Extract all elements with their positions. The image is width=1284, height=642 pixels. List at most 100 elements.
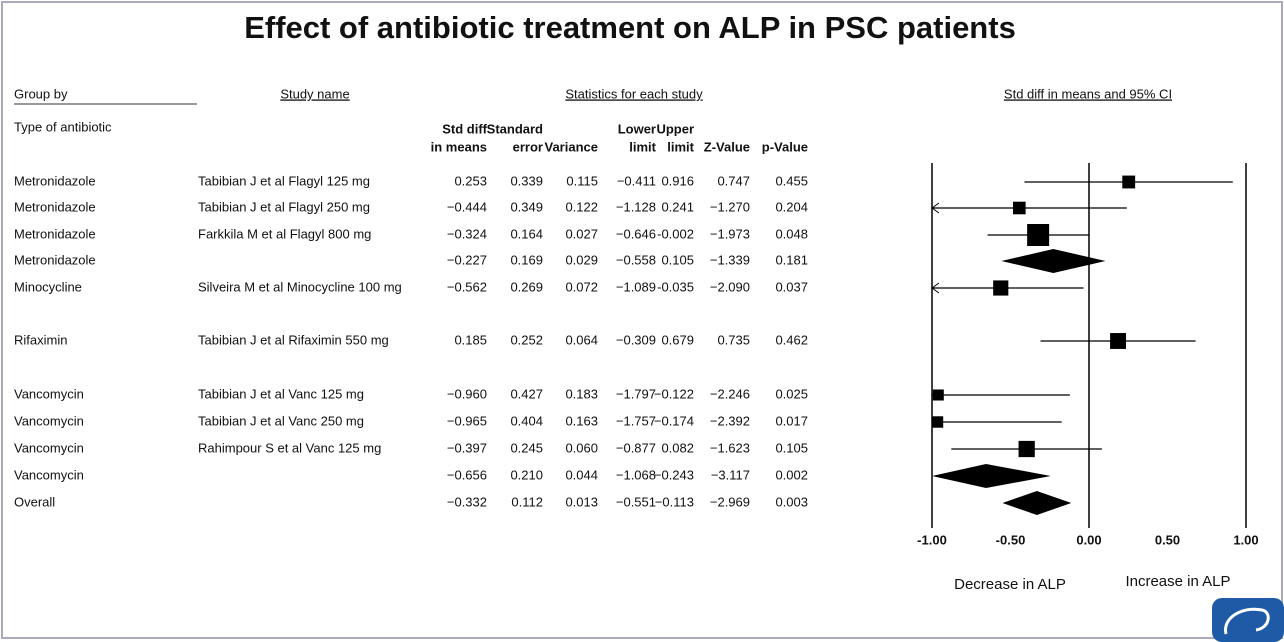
cell: 0.044 — [565, 467, 598, 482]
cell: 0.112 — [511, 494, 543, 509]
cell: 0.241 — [661, 199, 694, 214]
cell: 0.064 — [565, 332, 598, 347]
cell: −0.243 — [654, 467, 694, 482]
x-label-right: Increase in ALP — [1125, 573, 1230, 590]
cell: 0.181 — [775, 252, 808, 267]
cell: −1.757 — [616, 413, 656, 428]
cell: −2.392 — [710, 413, 750, 428]
group-name: Metronidazole — [14, 173, 96, 188]
column-header: Lower — [618, 121, 656, 136]
cell: −1.339 — [710, 252, 750, 267]
cell: 0.245 — [510, 440, 543, 455]
point-estimate — [931, 416, 944, 428]
group-name: Vancomycin — [14, 386, 84, 401]
cell: 0.427 — [510, 386, 543, 401]
summary-diamond — [1002, 491, 1072, 515]
cell: −2.969 — [710, 494, 750, 509]
cell: 0.048 — [775, 226, 808, 241]
point-estimate — [932, 389, 944, 401]
study-name: Tabibian J et al Vanc 250 mg — [198, 413, 364, 428]
cell: 0.122 — [565, 199, 598, 214]
cell: 0.003 — [775, 494, 808, 509]
point-estimate — [1027, 224, 1050, 246]
cell: −0.113 — [655, 494, 694, 509]
cell: -0.035 — [657, 279, 694, 294]
x-tick-label: 0.50 — [1155, 532, 1180, 547]
cell: −0.558 — [616, 252, 656, 267]
group-name: Minocycline — [14, 279, 82, 294]
point-estimate — [993, 280, 1009, 296]
point-estimate — [1110, 333, 1126, 349]
cell: 0.037 — [775, 279, 808, 294]
point-estimate — [1122, 175, 1136, 189]
cell: -0.002 — [657, 226, 694, 241]
cell: −0.960 — [447, 386, 487, 401]
group-name: Rifaximin — [14, 332, 67, 347]
study-name: Tabibian J et al Vanc 125 mg — [198, 386, 364, 401]
study-name: Tabibian J et al Rifaximin 550 mg — [198, 332, 389, 347]
x-label-left: Decrease in ALP — [954, 576, 1066, 593]
cell: 0.253 — [454, 173, 487, 188]
chart-title: Effect of antibiotic treatment on ALP in… — [244, 10, 1016, 45]
cell: −0.397 — [447, 440, 487, 455]
cell: 0.013 — [565, 494, 598, 509]
cell: −0.227 — [447, 252, 487, 267]
cell: −0.877 — [616, 440, 656, 455]
study-name: Farkkila M et al Flagyl 800 mg — [198, 226, 371, 241]
study-name: Tabibian J et al Flagyl 250 mg — [198, 199, 370, 214]
study-name: Tabibian J et al Flagyl 125 mg — [198, 173, 370, 188]
cell: −0.562 — [447, 279, 487, 294]
cell: 0.252 — [510, 332, 543, 347]
cell: −3.117 — [711, 467, 750, 482]
cell: −0.174 — [654, 413, 694, 428]
column-header: limit — [629, 139, 656, 154]
cell: −1.089 — [616, 279, 656, 294]
study-name-header: Study name — [280, 86, 349, 101]
column-header: in means — [431, 139, 487, 154]
column-header: Variance — [545, 139, 599, 154]
cell: −1.270 — [710, 199, 750, 214]
cell: 0.002 — [775, 467, 808, 482]
cell: 0.017 — [775, 413, 808, 428]
cell: 0.747 — [717, 173, 750, 188]
ci-arrow — [931, 282, 940, 294]
cell: −1.068 — [616, 467, 656, 482]
cell: 0.735 — [717, 332, 750, 347]
cell: 0.105 — [661, 252, 694, 267]
type-label: Type of antibiotic — [14, 119, 112, 134]
cell: 0.679 — [661, 332, 694, 347]
column-header: p-Value — [762, 139, 808, 154]
x-tick-label: -1.00 — [917, 532, 947, 547]
cell: 0.060 — [565, 440, 598, 455]
column-header: Std diff — [442, 121, 487, 136]
cell: 0.349 — [510, 199, 543, 214]
cell: −0.965 — [447, 413, 487, 428]
group-name: Vancomycin — [14, 413, 84, 428]
x-tick-label: 0.00 — [1076, 532, 1101, 547]
cell: −1.623 — [710, 440, 750, 455]
group-by-header: Group by — [14, 86, 68, 101]
cell: 0.462 — [775, 332, 808, 347]
cell: −0.444 — [447, 199, 487, 214]
group-name: Metronidazole — [14, 252, 96, 267]
cell: −1.128 — [616, 199, 656, 214]
cell: 0.164 — [510, 226, 543, 241]
logo — [1212, 598, 1284, 642]
cell: −2.090 — [710, 279, 750, 294]
column-header: Standard — [487, 121, 543, 136]
column-header: error — [513, 139, 543, 154]
cell: 0.210 — [510, 467, 543, 482]
column-header: Upper — [656, 121, 694, 136]
cell: 0.082 — [661, 440, 694, 455]
column-header: limit — [667, 139, 694, 154]
cell: 0.916 — [661, 173, 694, 188]
cell: 0.115 — [566, 173, 598, 188]
cell: 0.027 — [565, 226, 598, 241]
cell: −1.797 — [616, 386, 656, 401]
group-name: Vancomycin — [14, 467, 84, 482]
x-tick-label: 1.00 — [1233, 532, 1258, 547]
cell: 0.163 — [565, 413, 598, 428]
group-name: Vancomycin — [14, 440, 84, 455]
group-name: Metronidazole — [14, 226, 96, 241]
